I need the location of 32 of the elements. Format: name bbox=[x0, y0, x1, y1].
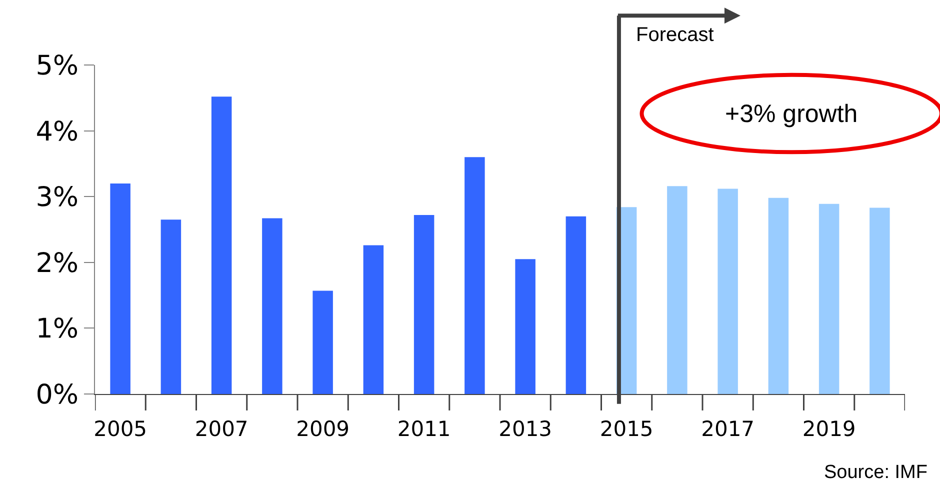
x-tick-label: 2009 bbox=[296, 417, 350, 442]
y-tick-label: 2% bbox=[36, 248, 79, 279]
x-tick-label: 2013 bbox=[498, 417, 552, 442]
x-tick-label: 2019 bbox=[802, 417, 856, 442]
bar bbox=[110, 183, 130, 394]
ref-line-label: Forecast bbox=[636, 24, 714, 46]
x-tick-label: 2011 bbox=[397, 417, 451, 442]
y-tick-label: 0% bbox=[36, 379, 79, 410]
bar bbox=[312, 290, 333, 394]
bar bbox=[464, 157, 485, 394]
bar bbox=[414, 215, 434, 394]
bar bbox=[667, 186, 688, 394]
bar bbox=[566, 216, 586, 394]
bar bbox=[768, 198, 789, 394]
x-tick-label: 2017 bbox=[701, 417, 755, 442]
x-tick-label: 2007 bbox=[194, 417, 248, 442]
x-tick-label: 2015 bbox=[600, 417, 654, 442]
y-tick-label: 3% bbox=[36, 182, 79, 214]
x-tick-label: 2005 bbox=[94, 417, 148, 442]
bar bbox=[870, 208, 890, 394]
bar bbox=[818, 204, 840, 394]
bar bbox=[211, 96, 232, 394]
y-tick-label: 1% bbox=[36, 314, 79, 345]
bar bbox=[718, 188, 738, 394]
bar bbox=[515, 259, 536, 394]
annotation: +3% growth bbox=[725, 100, 858, 128]
y-tick-label: 4% bbox=[36, 116, 79, 148]
y-tick-label: 5% bbox=[36, 50, 79, 82]
bar bbox=[363, 245, 384, 394]
bar bbox=[160, 220, 182, 394]
bar bbox=[262, 218, 282, 394]
source-note: Source: IMF bbox=[824, 462, 928, 483]
